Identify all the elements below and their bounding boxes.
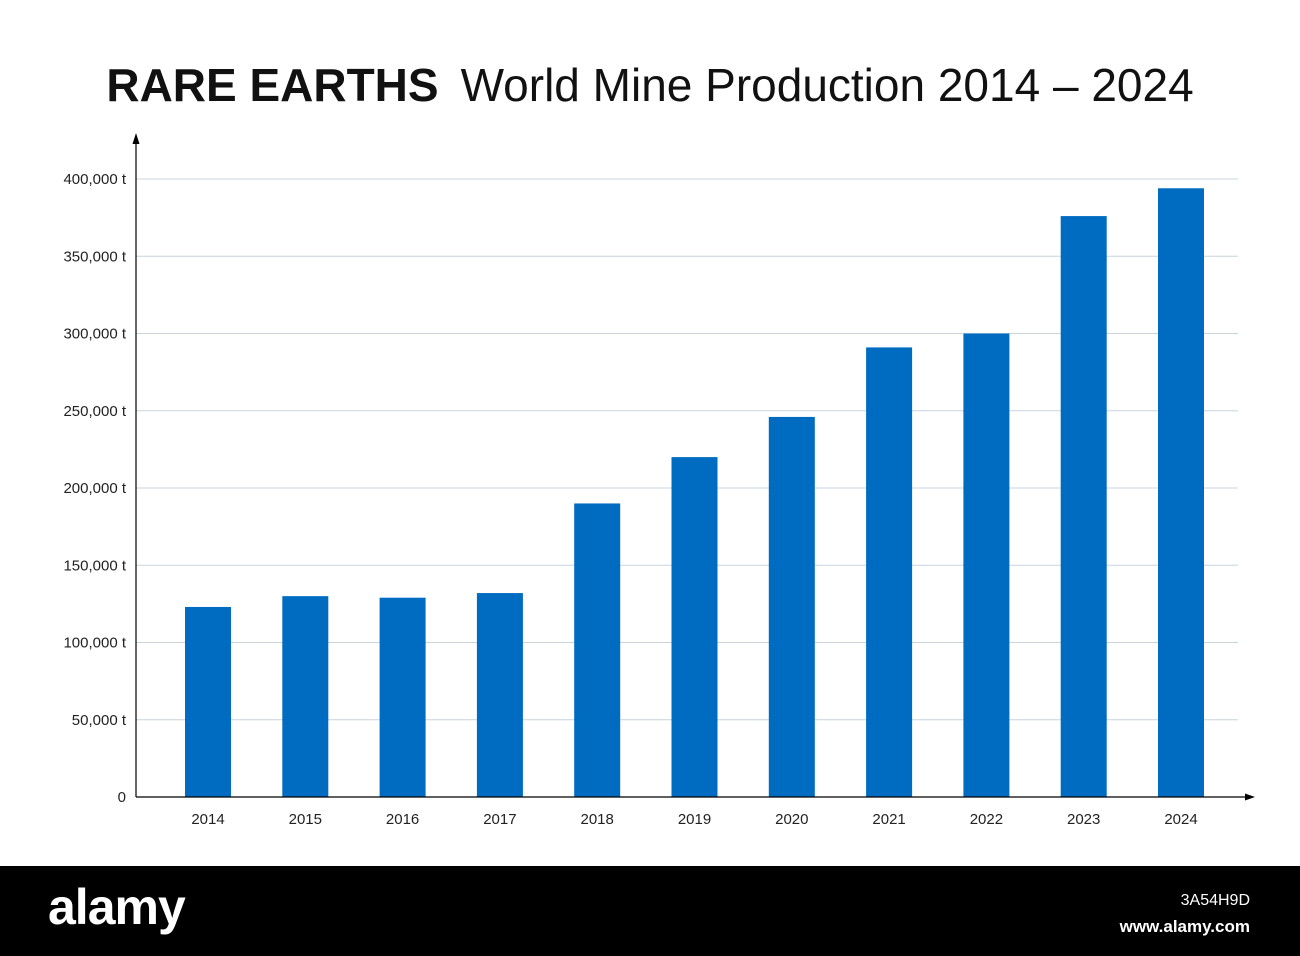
bar-2021 xyxy=(866,347,913,797)
x-tick-label: 2019 xyxy=(678,811,711,828)
alamy-logo: alamy xyxy=(48,879,186,935)
x-axis-arrow-icon xyxy=(1245,793,1255,801)
y-tick-label: 200,000 t xyxy=(63,480,126,497)
x-tick-label: 2023 xyxy=(1067,811,1100,828)
x-tick-label: 2016 xyxy=(386,811,419,828)
bar-2017 xyxy=(476,593,523,797)
x-tick-label: 2020 xyxy=(775,811,808,828)
x-tick-label: 2018 xyxy=(581,811,614,828)
x-tick-label: 2021 xyxy=(872,811,905,828)
bar-2015 xyxy=(282,596,329,797)
bar-2024 xyxy=(1158,188,1204,797)
bar-2022 xyxy=(963,333,1010,797)
y-tick-label: 300,000 t xyxy=(63,326,126,343)
y-tick-label: 250,000 t xyxy=(63,403,126,420)
bar-2016 xyxy=(379,597,426,797)
bar-2023 xyxy=(1060,216,1107,797)
bar-2018 xyxy=(574,503,621,797)
bar-2020 xyxy=(768,416,815,797)
x-tick-label: 2017 xyxy=(483,811,516,828)
bar-2019 xyxy=(671,457,718,797)
x-tick-label: 2015 xyxy=(289,811,322,828)
footer-bar: alamy 3A54H9D www.alamy.com xyxy=(0,866,1300,956)
chart-title-bold: RARE EARTHS xyxy=(106,59,439,111)
y-tick-label: 50,000 t xyxy=(72,712,127,729)
chart-title: RARE EARTHS World Mine Production 2014 – … xyxy=(0,58,1300,112)
y-tick-label: 400,000 t xyxy=(63,171,126,188)
y-tick-label: 0 xyxy=(118,789,126,806)
bar-chart: 0 50,000 t 100,000 t 150,000 t 200,000 t 250,… xyxy=(63,133,1255,828)
x-tick-label: 2022 xyxy=(970,811,1003,828)
image-id: 3A54H9D xyxy=(1180,892,1250,909)
site-url: www.alamy.com xyxy=(1119,917,1250,936)
bar-2014 xyxy=(185,606,231,797)
footer-credit: 3A54H9D www.alamy.com xyxy=(1120,888,1250,940)
chart-title-text: World Mine Production 2014 – 2024 xyxy=(460,59,1194,111)
x-tick-label: 2024 xyxy=(1164,811,1197,828)
y-tick-label: 150,000 t xyxy=(63,557,126,574)
y-axis-arrow-icon xyxy=(132,133,140,144)
y-tick-label: 350,000 t xyxy=(63,248,126,265)
y-tick-label: 100,000 t xyxy=(63,635,126,652)
x-tick-label: 2014 xyxy=(191,811,224,828)
